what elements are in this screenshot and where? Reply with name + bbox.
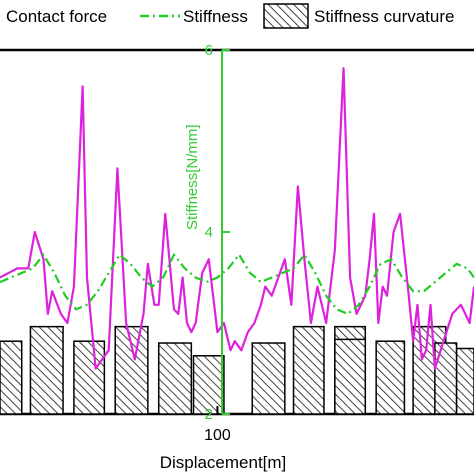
curvature-bar [292, 325, 325, 415]
stiffness-line [0, 252, 474, 316]
y-tick-label: 2 [205, 406, 213, 423]
y-axis-label: Stiffness[N/mm] [184, 124, 201, 230]
legend: Contact force Stiffness Stiffness curvat… [6, 3, 454, 29]
legend-swatch-stiffness-curvature [263, 3, 309, 29]
curvature-bar [29, 325, 64, 415]
curvature-bar [434, 342, 458, 415]
legend-label-stiffness: Stiffness [183, 7, 248, 26]
curvature-bar [73, 340, 106, 415]
curvature-bar [334, 338, 367, 415]
legend-label-contact-force: Contact force [6, 7, 107, 26]
curvature-bar [375, 340, 406, 415]
bars-layer [0, 325, 474, 415]
curvature-bar [0, 340, 23, 415]
curvature-bar [114, 325, 149, 415]
lines-layer [0, 67, 474, 370]
x-axis: 100 [204, 406, 231, 444]
curvature-bar [157, 342, 193, 415]
y-axis: 2 4 6 [205, 42, 230, 423]
y-tick-label: 4 [205, 224, 213, 241]
curvature-bar [251, 342, 286, 415]
y-tick-label: 6 [205, 42, 213, 59]
contact-force-line [0, 67, 474, 370]
x-tick-label: 100 [204, 427, 231, 444]
curvature-bar [455, 347, 474, 415]
curvature-bar [192, 355, 225, 415]
legend-label-stiffness-curvature: Stiffness curvature [314, 7, 454, 26]
x-axis-label: Displacement[m] [160, 453, 287, 472]
